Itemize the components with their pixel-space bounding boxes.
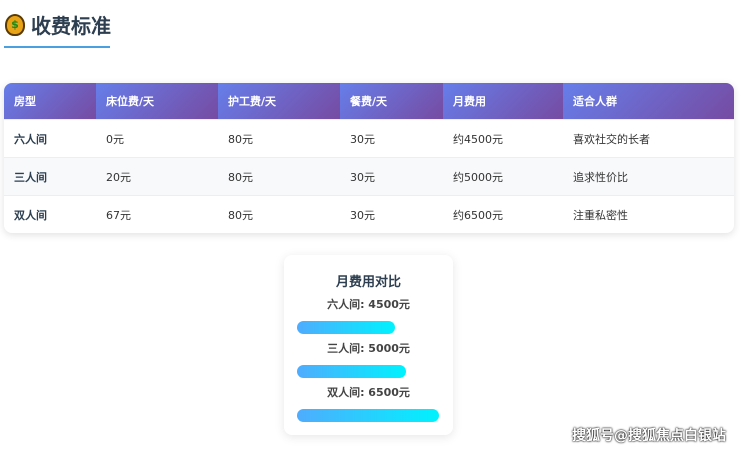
- bar: [297, 409, 439, 422]
- table-cell: 67元: [106, 208, 131, 222]
- bar-label: 三人间: 5000元: [327, 342, 410, 355]
- bar-label: 双人间: 6500元: [327, 386, 410, 399]
- table-cell: 双人间: [14, 208, 47, 222]
- table-cell: 三人间: [14, 170, 47, 184]
- table-cell: 30元: [350, 208, 375, 222]
- table-cell: 80元: [228, 132, 253, 146]
- table-header: 房型 床位费/天 护工费/天 餐费/天 月费用 适合人群: [4, 83, 734, 119]
- table-cell: 80元: [228, 208, 253, 222]
- table-row: 六人间 0元 80元 30元 约4500元 喜欢社交的长者: [4, 119, 734, 157]
- column-header: 餐费/天: [340, 83, 443, 119]
- table-cell: 30元: [350, 132, 375, 146]
- column-header: 床位费/天: [96, 83, 218, 119]
- column-header: 房型: [4, 83, 96, 119]
- bar: [297, 321, 396, 334]
- table-cell: 0元: [106, 132, 124, 146]
- monthly-fee-chart: 月费用对比 六人间: 4500元 三人间: 5000元 双人间: 6500元: [284, 255, 453, 435]
- money-bag-icon: $: [5, 13, 25, 36]
- table-cell: 30元: [350, 170, 375, 184]
- column-header: 月费用: [443, 83, 563, 119]
- chart-title: 月费用对比: [335, 275, 401, 290]
- bar: [297, 365, 407, 378]
- bar-label: 六人间: 4500元: [327, 298, 410, 311]
- section-title-text: 收费标准: [31, 14, 111, 38]
- table-cell: 六人间: [14, 132, 47, 146]
- table-cell: 约5000元: [453, 170, 503, 184]
- table-cell: 约6500元: [453, 208, 503, 222]
- column-header: 护工费/天: [218, 83, 340, 119]
- table-cell: 喜欢社交的长者: [573, 132, 650, 146]
- section-title: $ 收费标准: [5, 10, 111, 39]
- table-cell: 注重私密性: [573, 208, 628, 222]
- table-cell: 追求性价比: [573, 170, 628, 184]
- table-cell: 约4500元: [453, 132, 503, 146]
- title-underline: [4, 46, 110, 48]
- table-row: 双人间 67元 80元 30元 约6500元 注重私密性: [4, 195, 734, 233]
- column-header: 适合人群: [563, 83, 734, 119]
- watermark: 搜狐号@搜狐焦点白银站: [572, 428, 726, 444]
- table-cell: 20元: [106, 170, 131, 184]
- fee-table: 房型 床位费/天 护工费/天 餐费/天 月费用 适合人群六人间 0元 80元 30元 约4500元…: [4, 83, 734, 233]
- table-cell: 80元: [228, 170, 253, 184]
- table-row: 三人间 20元 80元 30元 约5000元 追求性价比: [4, 157, 734, 195]
